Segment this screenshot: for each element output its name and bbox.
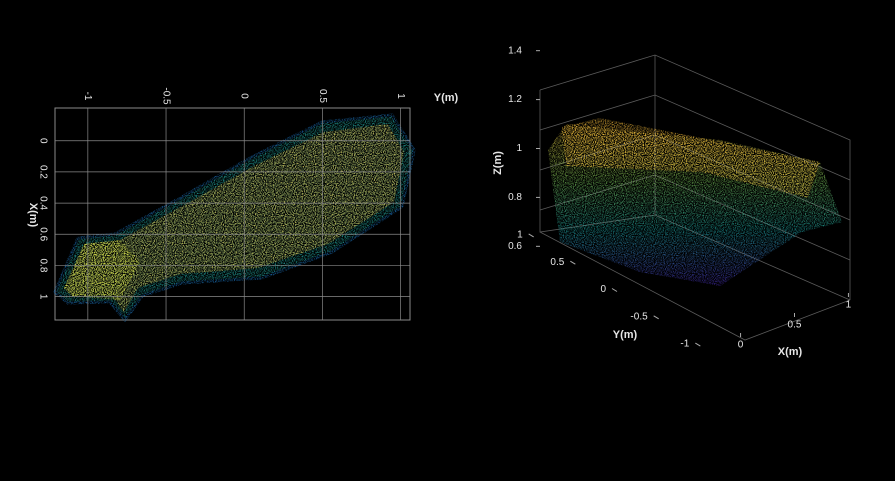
point-cloud-tail — [64, 240, 140, 300]
y-tick-label: 1 — [517, 230, 523, 241]
y-axis-label: Y(m) — [613, 329, 638, 341]
z-tick-label: 1 — [516, 143, 522, 154]
z-tick-label: 1.4 — [508, 45, 522, 56]
y-tick-label: 0 — [37, 138, 48, 144]
point-cloud-3d-top — [562, 118, 820, 198]
x-tick-label: 0.5 — [317, 89, 328, 103]
x-axis-label: X(m) — [778, 346, 803, 358]
x-tick-label: 0 — [239, 93, 250, 99]
point-cloud — [64, 124, 404, 312]
y-tick-label: -1 — [680, 339, 689, 350]
y-tick-label: 0.4 — [37, 196, 48, 210]
tick-mark — [653, 315, 659, 320]
x-tick-label: 0 — [738, 340, 744, 351]
y-tick-label: 0.2 — [37, 165, 48, 179]
y-axis-label: X(m) — [27, 203, 39, 228]
x-tick-label: 1 — [395, 93, 406, 99]
y-tick-label: 0 — [600, 284, 606, 295]
y-tick-label: 0.6 — [37, 227, 48, 241]
tick-mark — [570, 260, 576, 265]
x-tick-label: 0.5 — [788, 320, 802, 331]
z-tick-label: 0.6 — [508, 241, 522, 252]
x-tick-label: -0.5 — [160, 87, 171, 105]
y-tick-label: -0.5 — [630, 311, 648, 322]
tick-mark — [695, 342, 701, 347]
y-tick-label: 0.8 — [37, 258, 48, 272]
x-tick-label: 1 — [846, 300, 852, 311]
z-tick-label: 1.2 — [508, 94, 522, 105]
tick-mark — [528, 233, 534, 238]
z-tick-label: 0.8 — [508, 192, 522, 203]
z-axis-label: Z(m) — [492, 151, 504, 175]
y-tick-label: 0.5 — [550, 257, 564, 268]
tick-mark — [611, 288, 618, 292]
axes-box — [54, 107, 411, 321]
y-tick-label: 1 — [37, 294, 48, 300]
x-tick-label: -1 — [82, 92, 93, 101]
x-axis-label: Y(m) — [434, 92, 459, 104]
